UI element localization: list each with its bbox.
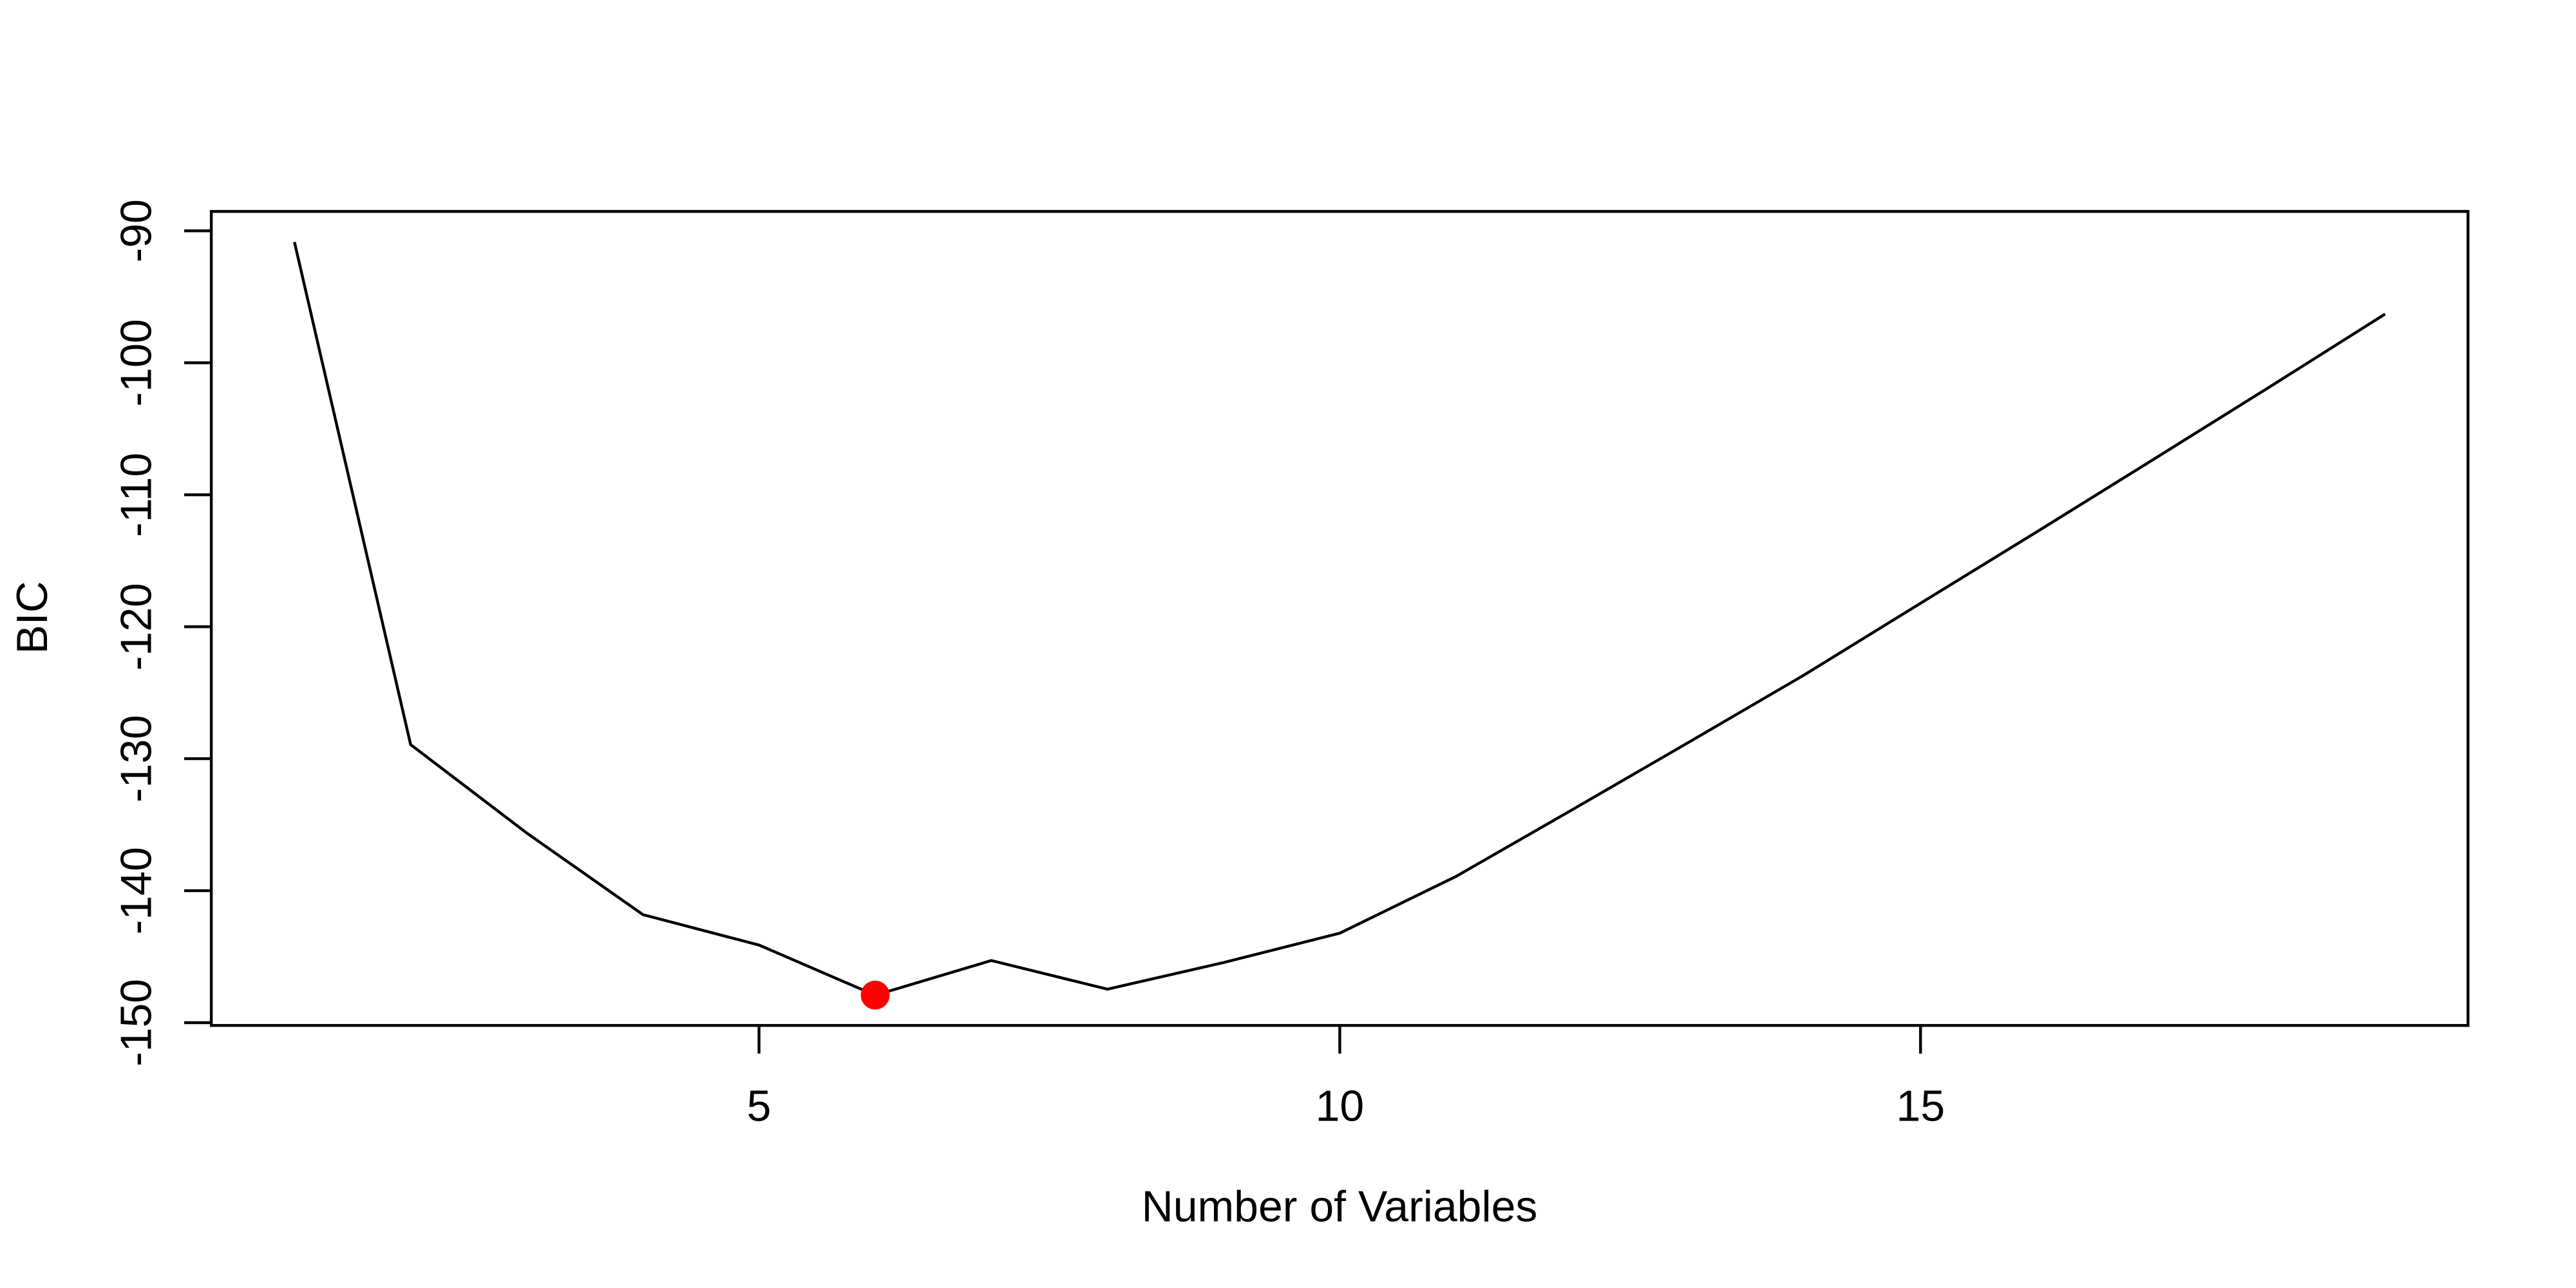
svg-text:-100: -100 [112, 319, 161, 406]
svg-text:5: 5 [747, 1082, 772, 1131]
svg-text:10: 10 [1316, 1082, 1365, 1131]
svg-text:BIC: BIC [8, 581, 57, 654]
svg-text:-110: -110 [112, 453, 161, 537]
svg-text:-150: -150 [112, 979, 161, 1066]
svg-text:-130: -130 [112, 715, 161, 802]
svg-text:15: 15 [1896, 1082, 1945, 1131]
svg-text:-120: -120 [112, 583, 161, 670]
svg-text:-140: -140 [112, 847, 161, 934]
svg-text:Number of Variables: Number of Variables [1142, 1182, 1538, 1231]
svg-text:-90: -90 [112, 199, 161, 262]
